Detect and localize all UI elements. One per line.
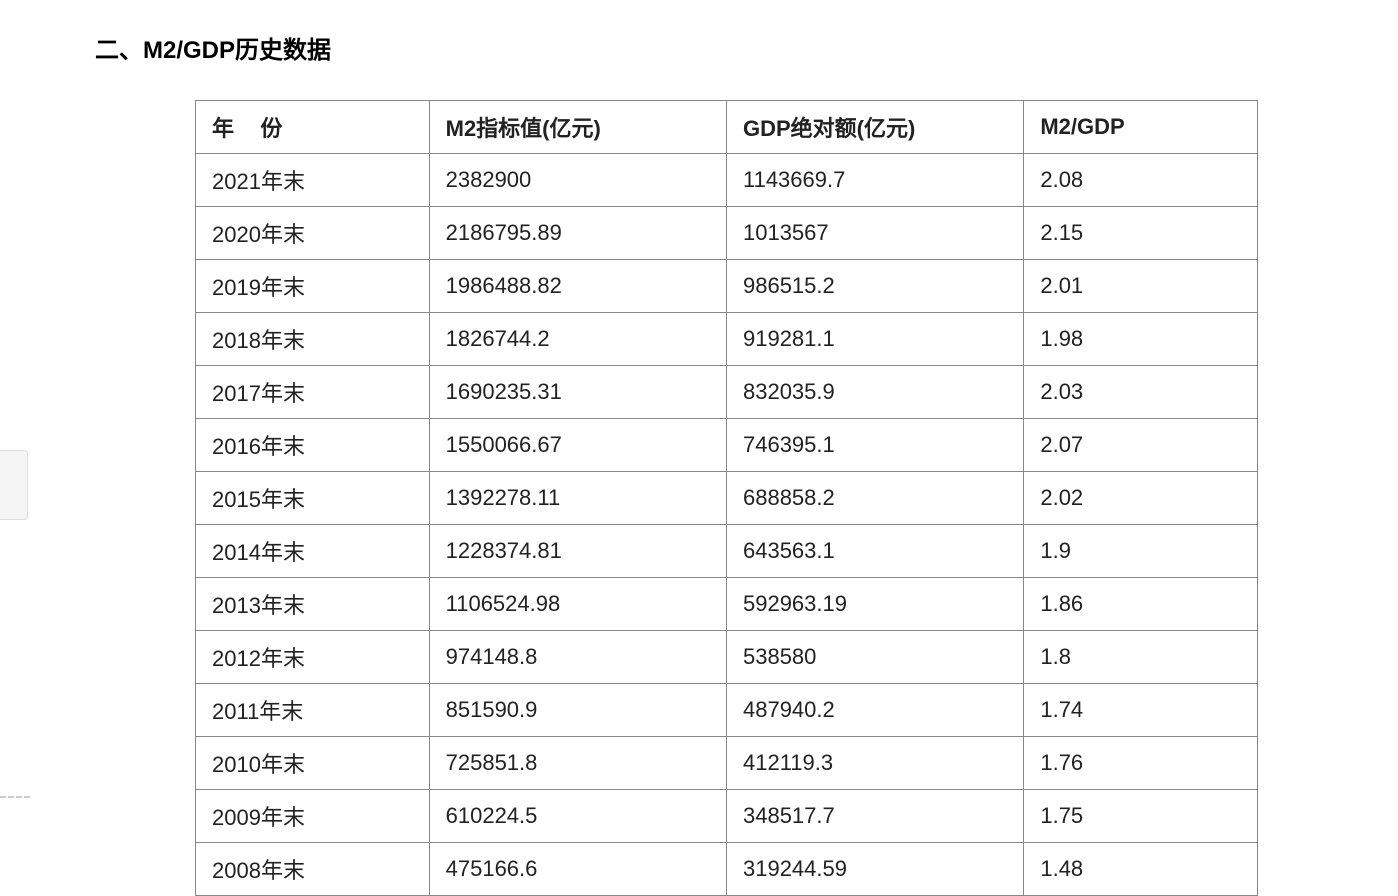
- cell-year: 2010年末: [196, 737, 430, 790]
- bottom-left-dashes: [0, 796, 30, 798]
- cell-gdp: 986515.2: [726, 260, 1023, 313]
- cell-year: 2012年末: [196, 631, 430, 684]
- cell-ratio: 1.48: [1024, 843, 1258, 896]
- cell-ratio: 2.08: [1024, 154, 1258, 207]
- cell-ratio: 1.8: [1024, 631, 1258, 684]
- cell-m2: 1986488.82: [429, 260, 726, 313]
- table-row: 2020年末2186795.8910135672.15: [196, 207, 1258, 260]
- header-year: 年份: [196, 101, 430, 154]
- table-row: 2009年末610224.5348517.71.75: [196, 790, 1258, 843]
- cell-gdp: 746395.1: [726, 419, 1023, 472]
- cell-ratio: 1.76: [1024, 737, 1258, 790]
- cell-gdp: 538580: [726, 631, 1023, 684]
- cell-year: 2011年末: [196, 684, 430, 737]
- cell-year: 2018年末: [196, 313, 430, 366]
- cell-year: 2009年末: [196, 790, 430, 843]
- cell-ratio: 2.01: [1024, 260, 1258, 313]
- cell-m2: 1550066.67: [429, 419, 726, 472]
- cell-m2: 2382900: [429, 154, 726, 207]
- cell-gdp: 919281.1: [726, 313, 1023, 366]
- cell-year: 2019年末: [196, 260, 430, 313]
- cell-m2: 851590.9: [429, 684, 726, 737]
- table-row: 2011年末851590.9487940.21.74: [196, 684, 1258, 737]
- cell-gdp: 592963.19: [726, 578, 1023, 631]
- cell-year: 2015年末: [196, 472, 430, 525]
- section-title: 二、M2/GDP历史数据: [95, 30, 1358, 65]
- table-row: 2017年末1690235.31832035.92.03: [196, 366, 1258, 419]
- cell-m2: 1826744.2: [429, 313, 726, 366]
- cell-year: 2013年末: [196, 578, 430, 631]
- cell-ratio: 1.98: [1024, 313, 1258, 366]
- table-row: 2012年末974148.85385801.8: [196, 631, 1258, 684]
- cell-m2: 974148.8: [429, 631, 726, 684]
- table-row: 2019年末1986488.82986515.22.01: [196, 260, 1258, 313]
- cell-gdp: 1013567: [726, 207, 1023, 260]
- table-row: 2016年末1550066.67746395.12.07: [196, 419, 1258, 472]
- cell-year: 2021年末: [196, 154, 430, 207]
- cell-ratio: 2.15: [1024, 207, 1258, 260]
- table-row: 2008年末475166.6319244.591.48: [196, 843, 1258, 896]
- cell-m2: 1690235.31: [429, 366, 726, 419]
- cell-year: 2014年末: [196, 525, 430, 578]
- cell-year: 2016年末: [196, 419, 430, 472]
- cell-gdp: 643563.1: [726, 525, 1023, 578]
- cell-gdp: 688858.2: [726, 472, 1023, 525]
- cell-gdp: 412119.3: [726, 737, 1023, 790]
- cell-year: 2017年末: [196, 366, 430, 419]
- cell-ratio: 1.9: [1024, 525, 1258, 578]
- m2-gdp-table-container: 年份 M2指标值(亿元) GDP绝对额(亿元) M2/GDP 2021年末238…: [195, 100, 1258, 896]
- cell-gdp: 1143669.7: [726, 154, 1023, 207]
- cell-ratio: 1.74: [1024, 684, 1258, 737]
- table-row: 2021年末23829001143669.72.08: [196, 154, 1258, 207]
- m2-gdp-table: 年份 M2指标值(亿元) GDP绝对额(亿元) M2/GDP 2021年末238…: [195, 100, 1258, 896]
- table-row: 2014年末1228374.81643563.11.9: [196, 525, 1258, 578]
- table-row: 2018年末1826744.2919281.11.98: [196, 313, 1258, 366]
- cell-m2: 1106524.98: [429, 578, 726, 631]
- cell-ratio: 2.02: [1024, 472, 1258, 525]
- cell-year: 2020年末: [196, 207, 430, 260]
- table-row: 2010年末725851.8412119.31.76: [196, 737, 1258, 790]
- cell-m2: 725851.8: [429, 737, 726, 790]
- cell-m2: 610224.5: [429, 790, 726, 843]
- cell-year: 2008年末: [196, 843, 430, 896]
- left-edge-decoration: [0, 450, 28, 520]
- cell-gdp: 487940.2: [726, 684, 1023, 737]
- cell-ratio: 2.07: [1024, 419, 1258, 472]
- table-row: 2015年末1392278.11688858.22.02: [196, 472, 1258, 525]
- header-ratio: M2/GDP: [1024, 101, 1258, 154]
- cell-m2: 1392278.11: [429, 472, 726, 525]
- cell-gdp: 832035.9: [726, 366, 1023, 419]
- header-year-suffix: 份: [260, 116, 282, 141]
- table-body: 2021年末23829001143669.72.082020年末2186795.…: [196, 154, 1258, 896]
- table-header-row: 年份 M2指标值(亿元) GDP绝对额(亿元) M2/GDP: [196, 101, 1258, 154]
- header-year-prefix: 年: [212, 116, 234, 141]
- header-m2: M2指标值(亿元): [429, 101, 726, 154]
- cell-m2: 1228374.81: [429, 525, 726, 578]
- header-gdp: GDP绝对额(亿元): [726, 101, 1023, 154]
- cell-gdp: 348517.7: [726, 790, 1023, 843]
- cell-m2: 2186795.89: [429, 207, 726, 260]
- cell-ratio: 2.03: [1024, 366, 1258, 419]
- cell-ratio: 1.75: [1024, 790, 1258, 843]
- cell-m2: 475166.6: [429, 843, 726, 896]
- table-row: 2013年末1106524.98592963.191.86: [196, 578, 1258, 631]
- cell-gdp: 319244.59: [726, 843, 1023, 896]
- cell-ratio: 1.86: [1024, 578, 1258, 631]
